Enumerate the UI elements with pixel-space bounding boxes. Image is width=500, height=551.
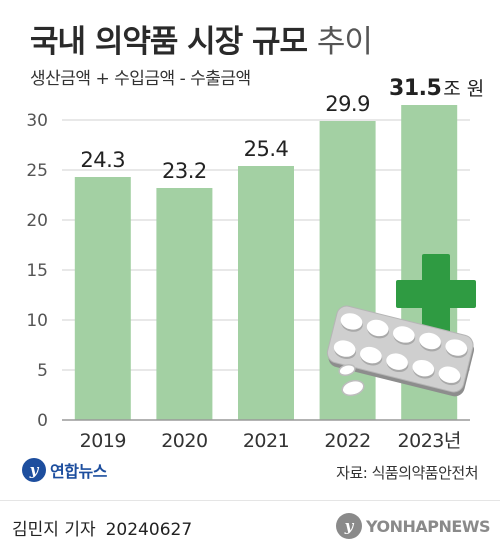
- source-note: 자료: 식품의약품안전처: [336, 464, 478, 482]
- x-tick-label: 2021: [243, 430, 289, 452]
- yonhapnews-brand-text: YONHAPNEWS: [366, 516, 491, 536]
- title-main: 국내 의약품 시장 규모: [30, 24, 308, 60]
- data-label: 31.5: [389, 76, 441, 101]
- loose-pill-icon: [338, 363, 356, 377]
- data-label: 23.2: [162, 159, 207, 183]
- pill-shape: [366, 319, 389, 337]
- pill-shape: [412, 359, 435, 377]
- y-tick-label: 5: [37, 361, 48, 381]
- y-tick-label: 0: [37, 411, 48, 431]
- chart-title: 국내 의약품 시장 규모 추이: [30, 16, 373, 61]
- bar-chart: 0 5 10 15 20 25 30 24.3 2019 23.2 2020 25.4 2021 29.9…: [26, 76, 484, 452]
- pill-shape: [438, 366, 461, 383]
- pill-shape: [419, 332, 441, 350]
- pill-shape: [340, 313, 363, 330]
- pill-shape: [393, 326, 415, 343]
- x-tick-label: 2023년: [398, 430, 461, 452]
- chart-subtitle: 생산금액 + 수입금액 - 수출금액: [30, 69, 251, 89]
- byline: 김민지 기자 20240627: [12, 515, 192, 540]
- yonhap-logo: y 연합뉴스: [22, 458, 107, 482]
- bar: [238, 166, 294, 420]
- pill-blister-pack-icon: [326, 305, 475, 397]
- pill-shape: [333, 340, 356, 357]
- y-tick-label: 25: [26, 161, 48, 181]
- unit-label: 조 원: [443, 78, 484, 100]
- medical-cross-icon: [396, 280, 476, 308]
- data-label: 29.9: [325, 92, 370, 116]
- publish-date: 20240627: [105, 520, 193, 540]
- title-suffix: 추이: [316, 24, 373, 60]
- y-tick-label: 30: [26, 111, 48, 131]
- bar: [74, 177, 131, 420]
- pill-shape: [386, 353, 408, 370]
- yonhap-logo-text: 연합뉴스: [50, 462, 107, 481]
- yonhapnews-logo-icon: y: [336, 513, 362, 539]
- data-label: 25.4: [244, 137, 289, 161]
- bar: [156, 188, 213, 420]
- y-tick-label: 15: [26, 261, 48, 281]
- yonhap-logo-icon: y: [22, 458, 46, 482]
- pill-shape: [445, 339, 468, 356]
- loose-pill-icon: [341, 379, 365, 397]
- pill-shape: [360, 346, 382, 364]
- y-tick-label: 10: [26, 311, 48, 331]
- x-tick-label: 2022: [324, 430, 370, 452]
- yonhapnews-watermark: y YONHAPNEWS: [336, 513, 491, 539]
- footer: 김민지 기자 20240627 y YONHAPNEWS: [0, 500, 500, 551]
- x-tick-label: 2019: [80, 430, 126, 452]
- y-tick-label: 20: [26, 211, 48, 231]
- pill-shape: [326, 305, 474, 393]
- x-tick-label: 2020: [161, 430, 207, 452]
- data-label: 24.3: [80, 148, 125, 172]
- author-name: 김민지 기자: [12, 520, 96, 540]
